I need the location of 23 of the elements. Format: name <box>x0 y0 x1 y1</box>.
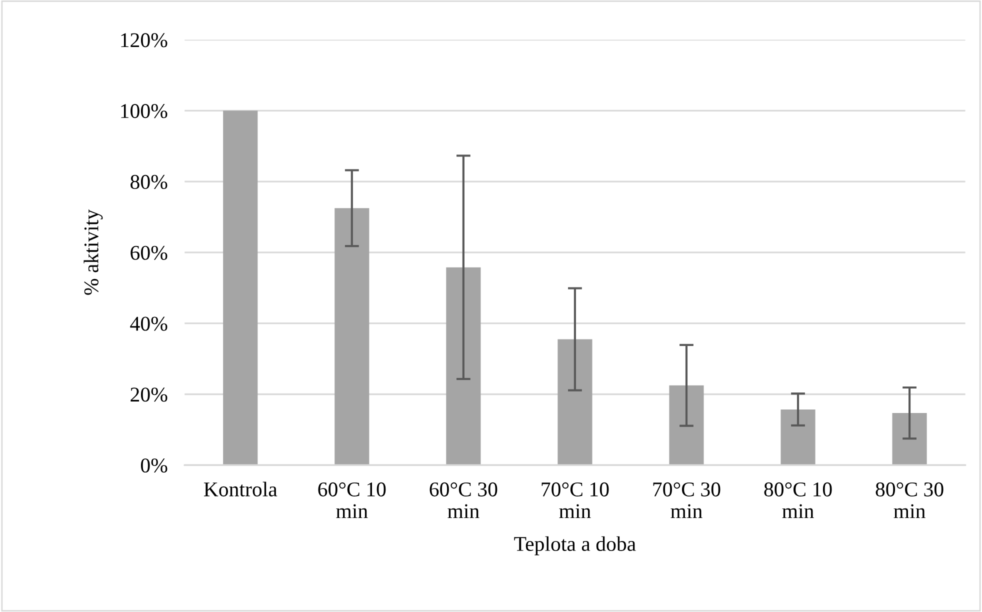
y-tick-label: 120% <box>121 33 168 48</box>
bar <box>558 339 592 466</box>
bar <box>892 413 927 466</box>
x-tick-label: 80°C 30 min <box>876 482 944 518</box>
x-tick-label: 70°C 30 min <box>653 482 720 518</box>
y-axis-title: % aktivity <box>84 209 103 295</box>
y-tick-label: 60% <box>130 246 168 260</box>
y-tick-label: 100% <box>121 104 168 118</box>
y-tick-label: 20% <box>130 388 168 402</box>
bar <box>446 267 481 466</box>
x-tick-label: 70°C 10 min <box>542 482 609 518</box>
bar <box>780 409 816 466</box>
bar <box>334 208 370 466</box>
x-tick-label: 80°C 10 min <box>764 482 832 518</box>
x-tick-label: 60°C 10 min <box>318 482 386 518</box>
y-tick-label: 40% <box>130 316 168 331</box>
x-axis-title: Teplota a doba <box>514 536 636 556</box>
x-tick-label: Kontrola <box>204 482 278 496</box>
bar <box>669 385 704 466</box>
bar <box>223 110 258 466</box>
x-tick-label: 60°C 30 min <box>430 482 498 518</box>
y-tick-label: 80% <box>130 174 168 190</box>
y-tick-label: 0% <box>140 458 168 473</box>
